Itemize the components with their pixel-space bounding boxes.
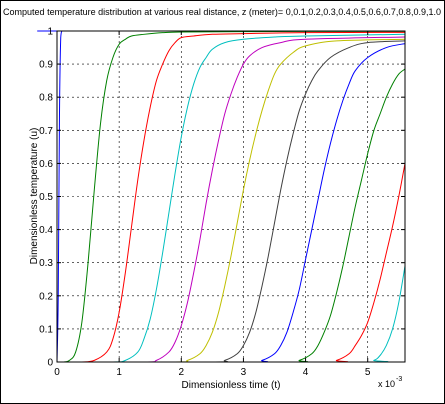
y-tick-label: 0 <box>47 358 53 369</box>
axis-ticks: 0 1 2 3 4 5 0 0.1 0.2 0.3 0.4 0.5 0.6 0.7 0.8 0.9 1 <box>39 27 405 378</box>
series-line-3 <box>56 33 406 363</box>
y-tick-label: 0.8 <box>39 93 53 104</box>
chart-title: Computed temperature distribution at var… <box>3 7 441 18</box>
x-tick-label: 0 <box>54 367 60 378</box>
x-axis-label: Dimensionless time (t) <box>182 380 281 391</box>
y-tick-label: 0.3 <box>39 258 53 269</box>
series-line-8 <box>56 68 406 363</box>
y-tick-label: 0.7 <box>39 126 53 137</box>
series-line-4 <box>56 36 406 363</box>
y-tick-label: 0.6 <box>39 159 53 170</box>
series-line-7 <box>56 43 406 363</box>
x-tick-label: 2 <box>179 367 185 378</box>
x-tick-label: 5 <box>365 367 371 378</box>
series-line-1 <box>56 30 405 363</box>
y-tick-label: 0.9 <box>39 60 53 71</box>
series-line-2 <box>56 31 406 363</box>
y-tick-label: 0.1 <box>39 324 53 335</box>
x-tick-label: 1 <box>116 367 122 378</box>
series-line-5 <box>56 38 406 363</box>
y-axis-label: Dimensionless temperature (u) <box>29 128 40 265</box>
y-tick-label: 0.5 <box>39 192 53 203</box>
y-tick-label: 1 <box>47 27 53 38</box>
grid-lines <box>57 31 405 362</box>
x-axis-multiplier-exponent: -3 <box>396 376 402 383</box>
y-tick-label: 0.2 <box>39 291 53 302</box>
x-tick-label: 3 <box>241 367 247 378</box>
series-line-6 <box>56 40 406 363</box>
x-tick-label: 4 <box>303 367 309 378</box>
x-axis-multiplier: x 10 <box>378 379 395 389</box>
y-tick-label: 0.4 <box>39 225 53 236</box>
